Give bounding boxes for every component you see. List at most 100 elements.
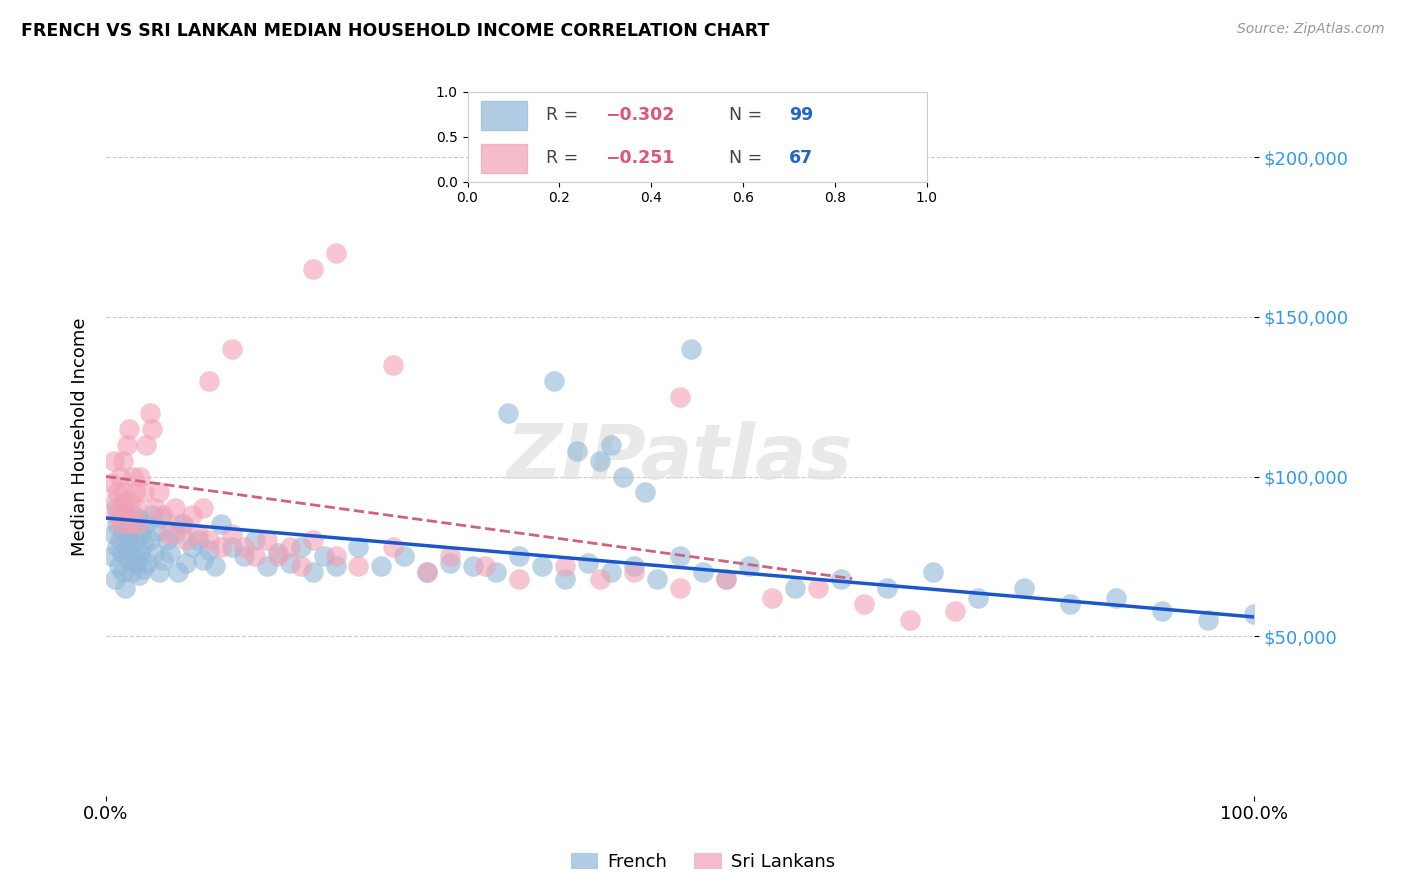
Point	[1059, 597, 1081, 611]
Point	[110, 508, 132, 522]
Point	[181, 508, 204, 522]
Point	[496, 406, 519, 420]
Point	[204, 558, 226, 573]
Point	[129, 546, 152, 560]
Point	[107, 558, 129, 573]
Point	[267, 546, 290, 560]
Point	[124, 549, 146, 564]
Point	[114, 581, 136, 595]
Point	[565, 444, 588, 458]
Point	[131, 562, 153, 576]
Point	[243, 533, 266, 548]
Point	[600, 566, 623, 580]
Point	[104, 572, 127, 586]
Point	[118, 543, 141, 558]
Point	[394, 549, 416, 564]
Point	[738, 558, 761, 573]
Point	[301, 533, 323, 548]
Point	[692, 566, 714, 580]
Point	[554, 558, 576, 573]
Point	[187, 527, 209, 541]
Point	[163, 527, 186, 541]
Point	[112, 524, 135, 538]
Point	[143, 501, 166, 516]
Point	[669, 549, 692, 564]
Point	[714, 572, 737, 586]
Point	[127, 517, 149, 532]
Point	[111, 501, 134, 516]
Point	[112, 485, 135, 500]
Point	[132, 485, 155, 500]
Point	[111, 546, 134, 560]
Point	[135, 437, 157, 451]
Point	[645, 572, 668, 586]
Point	[125, 556, 148, 570]
Text: FRENCH VS SRI LANKAN MEDIAN HOUSEHOLD INCOME CORRELATION CHART: FRENCH VS SRI LANKAN MEDIAN HOUSEHOLD IN…	[21, 22, 769, 40]
Point	[152, 508, 174, 522]
Point	[118, 495, 141, 509]
Point	[1152, 604, 1174, 618]
Point	[439, 549, 461, 564]
Point	[112, 566, 135, 580]
Point	[105, 485, 128, 500]
Point	[198, 374, 221, 388]
Point	[588, 453, 610, 467]
Point	[141, 508, 163, 522]
Point	[256, 558, 278, 573]
Point	[150, 511, 173, 525]
Point	[898, 613, 921, 627]
Point	[232, 549, 254, 564]
Point	[439, 556, 461, 570]
Point	[143, 546, 166, 560]
Point	[108, 533, 131, 548]
Point	[132, 536, 155, 550]
Point	[138, 406, 160, 420]
Point	[325, 246, 347, 260]
Point	[124, 485, 146, 500]
Point	[347, 540, 370, 554]
Point	[852, 597, 875, 611]
Point	[110, 517, 132, 532]
Point	[121, 566, 143, 580]
Point	[1014, 581, 1036, 595]
Point	[105, 501, 128, 516]
Point	[463, 558, 485, 573]
Point	[118, 552, 141, 566]
Point	[152, 552, 174, 566]
Point	[325, 549, 347, 564]
Point	[531, 558, 554, 573]
Point	[148, 485, 170, 500]
Point	[129, 469, 152, 483]
Text: ZIPatlas: ZIPatlas	[508, 421, 853, 495]
Point	[290, 558, 312, 573]
Point	[108, 469, 131, 483]
Point	[167, 566, 190, 580]
Point	[193, 552, 215, 566]
Point	[100, 549, 122, 564]
Point	[416, 566, 439, 580]
Point	[1243, 607, 1265, 621]
Point	[301, 262, 323, 277]
Point	[600, 437, 623, 451]
Point	[243, 549, 266, 564]
Point	[174, 533, 197, 548]
Point	[163, 501, 186, 516]
Point	[232, 540, 254, 554]
Point	[157, 527, 180, 541]
Point	[103, 527, 125, 541]
Point	[120, 520, 142, 534]
Point	[267, 549, 290, 564]
Point	[125, 533, 148, 548]
Point	[112, 453, 135, 467]
Point	[122, 469, 145, 483]
Point	[830, 572, 852, 586]
Point	[623, 566, 645, 580]
Point	[169, 517, 191, 532]
Point	[193, 501, 215, 516]
Point	[256, 533, 278, 548]
Point	[100, 475, 122, 490]
Point	[714, 572, 737, 586]
Point	[325, 558, 347, 573]
Point	[612, 469, 634, 483]
Point	[122, 508, 145, 522]
